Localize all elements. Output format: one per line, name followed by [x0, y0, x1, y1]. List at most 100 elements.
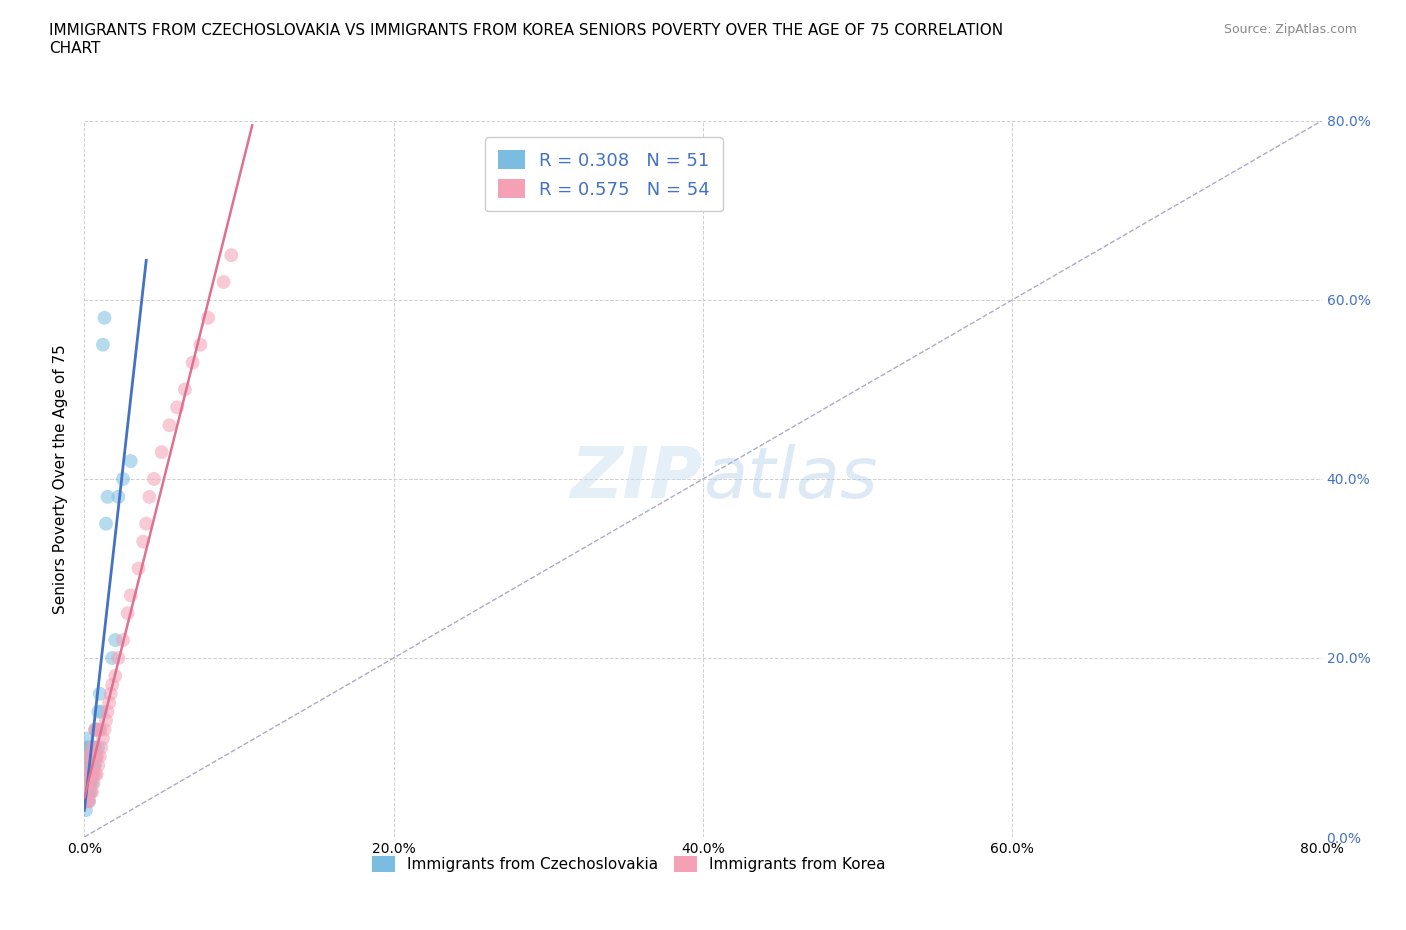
Text: IMMIGRANTS FROM CZECHOSLOVAKIA VS IMMIGRANTS FROM KOREA SENIORS POVERTY OVER THE: IMMIGRANTS FROM CZECHOSLOVAKIA VS IMMIGR…: [49, 23, 1004, 56]
Point: [104, 669, 127, 684]
Point: [89, 722, 111, 737]
Point: [93, 311, 115, 325]
Point: [79, 767, 101, 782]
Point: [84, 749, 107, 764]
Point: [87, 704, 110, 719]
Point: [150, 445, 173, 459]
Point: [181, 355, 204, 370]
Point: [76, 731, 98, 746]
Point: [166, 400, 188, 415]
Point: [107, 489, 129, 504]
Point: [82, 758, 104, 773]
Point: [77, 749, 100, 764]
Point: [127, 561, 149, 576]
Point: [86, 722, 108, 737]
Point: [77, 758, 100, 773]
Point: [82, 740, 104, 755]
Point: [76, 785, 98, 800]
Point: [75, 776, 97, 790]
Point: [82, 767, 104, 782]
Point: [188, 338, 211, 352]
Point: [84, 722, 107, 737]
Point: [107, 651, 129, 666]
Point: [75, 767, 97, 782]
Point: [138, 489, 160, 504]
Point: [143, 472, 166, 486]
Point: [86, 767, 108, 782]
Point: [219, 247, 242, 262]
Text: ZIP: ZIP: [571, 445, 703, 513]
Point: [86, 749, 108, 764]
Point: [79, 749, 101, 764]
Point: [75, 803, 97, 817]
Point: [90, 740, 112, 755]
Point: [96, 489, 118, 504]
Point: [83, 767, 105, 782]
Point: [84, 758, 107, 773]
Point: [84, 767, 107, 782]
Point: [86, 749, 108, 764]
Point: [89, 749, 111, 764]
Point: [132, 534, 155, 549]
Point: [77, 767, 100, 782]
Point: [77, 794, 100, 809]
Point: [83, 776, 105, 790]
Point: [120, 588, 142, 603]
Point: [135, 516, 157, 531]
Point: [87, 740, 110, 755]
Point: [112, 472, 135, 486]
Point: [84, 740, 107, 755]
Point: [77, 767, 100, 782]
Point: [112, 632, 135, 647]
Point: [96, 704, 118, 719]
Point: [79, 776, 101, 790]
Point: [77, 749, 100, 764]
Point: [159, 418, 180, 432]
Point: [89, 686, 111, 701]
Point: [76, 776, 98, 790]
Point: [75, 794, 97, 809]
Point: [93, 722, 115, 737]
Point: [94, 713, 117, 728]
Point: [79, 749, 101, 764]
Point: [82, 785, 104, 800]
Point: [86, 722, 108, 737]
Point: [87, 758, 110, 773]
Point: [79, 785, 101, 800]
Point: [117, 605, 139, 620]
Point: [174, 382, 197, 397]
Point: [83, 740, 105, 755]
Point: [76, 749, 98, 764]
Point: [76, 794, 98, 809]
Point: [79, 740, 101, 755]
Point: [76, 758, 98, 773]
Point: [83, 758, 105, 773]
Point: [77, 776, 100, 790]
Point: [90, 704, 112, 719]
Text: atlas: atlas: [703, 445, 877, 513]
Point: [76, 758, 98, 773]
Point: [76, 776, 98, 790]
Point: [79, 785, 101, 800]
Point: [77, 740, 100, 755]
Point: [75, 740, 97, 755]
Legend: Immigrants from Czechoslovakia, Immigrants from Korea: Immigrants from Czechoslovakia, Immigran…: [364, 848, 893, 880]
Point: [82, 776, 104, 790]
Point: [77, 794, 100, 809]
Point: [98, 696, 121, 711]
Point: [79, 767, 101, 782]
Y-axis label: Seniors Poverty Over the Age of 75: Seniors Poverty Over the Age of 75: [53, 344, 69, 614]
Point: [101, 677, 124, 692]
Point: [197, 311, 219, 325]
Point: [77, 785, 100, 800]
Point: [89, 722, 111, 737]
Point: [91, 731, 114, 746]
Point: [75, 785, 97, 800]
Text: Source: ZipAtlas.com: Source: ZipAtlas.com: [1223, 23, 1357, 36]
Point: [82, 740, 104, 755]
Point: [104, 632, 127, 647]
Point: [75, 758, 97, 773]
Point: [94, 516, 117, 531]
Point: [91, 338, 114, 352]
Point: [212, 274, 235, 289]
